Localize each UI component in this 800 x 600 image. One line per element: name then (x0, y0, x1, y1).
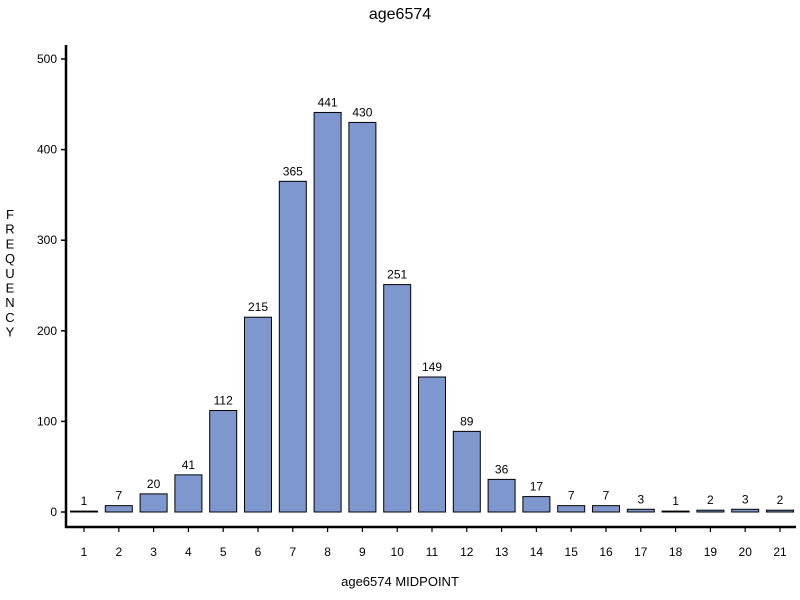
y-axis-label-letter: E (6, 236, 15, 251)
x-tick-label: 20 (739, 545, 753, 559)
bar (313, 111, 342, 513)
y-tick-label: 200 (37, 324, 57, 338)
x-tick-label: 1 (81, 545, 88, 559)
x-tick-label: 11 (426, 545, 439, 559)
y-axis-label-letter: Y (6, 325, 15, 340)
bar (452, 430, 481, 513)
bar-value-label: 1 (672, 494, 679, 508)
bar (522, 496, 551, 513)
x-tick-label: 6 (255, 545, 262, 559)
x-tick-label: 16 (599, 545, 613, 559)
bar (278, 180, 307, 513)
chart-title: age6574 (368, 6, 432, 23)
x-tick-label: 21 (773, 545, 787, 559)
bar (104, 505, 133, 513)
x-axis: 1 2 3 4 5 6 7 8 9 10 11 12 13 14 15 16 17 18 19 20 21 (65, 525, 796, 559)
bar-value-label: 89 (460, 414, 474, 428)
bar-value-label: 365 (283, 164, 303, 178)
bar (766, 509, 794, 513)
x-tick-label: 14 (530, 545, 544, 559)
x-tick-label: 9 (359, 545, 366, 559)
bar-value-label: 149 (422, 360, 442, 374)
x-tick-label: 4 (185, 545, 192, 559)
bar (731, 508, 760, 513)
bars (70, 111, 794, 513)
bar-value-label: 41 (182, 458, 196, 472)
bar (174, 474, 203, 513)
y-axis-label-letter: E (6, 281, 15, 296)
x-tick-label: 5 (220, 545, 227, 559)
x-tick-label: 15 (565, 545, 579, 559)
y-tick-label: 400 (37, 143, 57, 157)
x-tick-label: 17 (634, 545, 648, 559)
x-tick-label: 8 (324, 545, 331, 559)
x-tick-label: 18 (669, 545, 683, 559)
y-axis-label-letter: Q (5, 251, 15, 266)
y-tick-label: 100 (37, 414, 57, 428)
bar-value-label: 1 (81, 494, 88, 508)
bar (418, 376, 446, 513)
bar-value-label: 7 (568, 489, 575, 503)
bar (209, 410, 238, 513)
x-tick-label: 13 (495, 545, 509, 559)
x-tick-label: 7 (289, 545, 296, 559)
bar (592, 505, 620, 513)
bar (348, 121, 377, 513)
y-tick-label: 0 (50, 505, 57, 519)
y-axis-label-letter: F (6, 207, 14, 222)
bar-value-label: 7 (603, 489, 610, 503)
bar (244, 316, 272, 513)
x-tick-label: 19 (704, 545, 718, 559)
y-axis-label-letter: N (5, 295, 14, 310)
bar (696, 509, 725, 513)
bar-value-label: 112 (214, 394, 233, 408)
bar-value-label: 251 (387, 268, 407, 282)
bar-value-label: 215 (248, 300, 268, 314)
y-tick-label: 500 (37, 52, 57, 66)
bar-value-label: 441 (318, 95, 338, 109)
y-axis-label-letter: R (5, 222, 14, 237)
x-tick-label: 12 (460, 545, 474, 559)
x-tick-label: 3 (150, 545, 157, 559)
bar (487, 478, 516, 513)
bar-value-label: 2 (777, 493, 784, 507)
bar-value-label: 2 (707, 493, 714, 507)
bar-value-label: 430 (352, 105, 372, 119)
bar-value-label: 7 (115, 489, 122, 503)
x-tick-label: 2 (115, 545, 122, 559)
bar-value-label: 20 (147, 477, 161, 491)
bar-value-label: 36 (495, 462, 509, 476)
bar (383, 284, 412, 513)
bar (70, 510, 98, 513)
bar-value-label: 17 (530, 480, 544, 494)
y-tick-label: 300 (37, 233, 57, 247)
bar (661, 510, 690, 513)
bar-value-label: 3 (742, 492, 749, 506)
x-tick-label: 10 (391, 545, 405, 559)
bar (557, 505, 586, 513)
bar (626, 508, 655, 513)
bar (139, 493, 168, 513)
y-axis-label-letter: U (5, 266, 14, 281)
x-axis-label: age6574 MIDPOINT (341, 574, 459, 589)
y-axis: 0 100 200 300 400 500 (37, 45, 68, 528)
bar-value-label: 3 (637, 492, 644, 506)
y-axis-label-letter: C (5, 310, 14, 325)
